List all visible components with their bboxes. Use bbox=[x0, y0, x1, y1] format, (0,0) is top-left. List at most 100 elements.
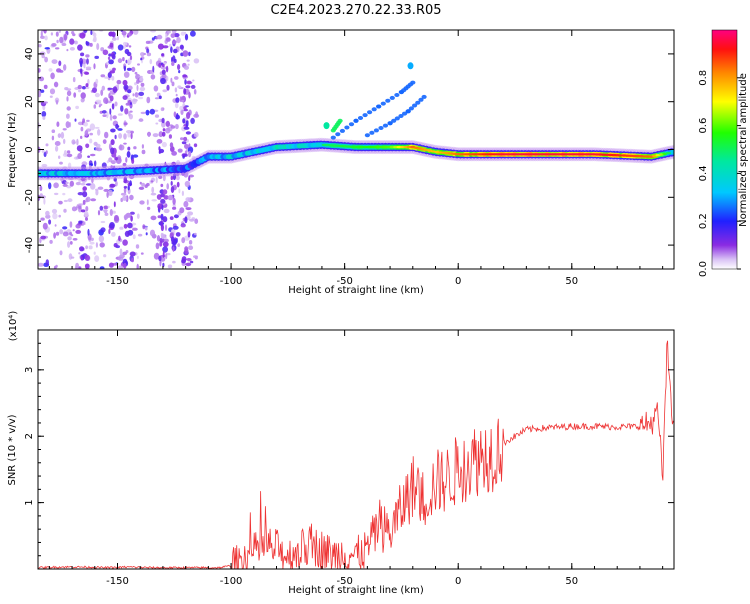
noise-speck bbox=[83, 211, 89, 217]
noise-speck bbox=[116, 79, 122, 85]
noise-speck bbox=[43, 198, 46, 205]
noise-speck bbox=[189, 260, 194, 264]
noise-speck bbox=[120, 192, 127, 196]
noise-streak-speck bbox=[109, 42, 114, 48]
noise-streak-speck bbox=[183, 136, 188, 142]
noise-streak-speck bbox=[171, 81, 175, 87]
noise-speck bbox=[127, 85, 133, 91]
noise-speck bbox=[48, 182, 52, 190]
noise-speck bbox=[40, 35, 45, 39]
noise-speck bbox=[141, 144, 144, 149]
x-tick-label: 0 bbox=[455, 276, 461, 287]
noise-streak-speck bbox=[163, 195, 169, 200]
noise-speck bbox=[75, 229, 82, 234]
noise-streak-speck bbox=[108, 59, 114, 65]
noise-streak-speck bbox=[111, 53, 116, 60]
noise-speck bbox=[95, 78, 99, 84]
noise-speck bbox=[58, 200, 63, 205]
noise-speck bbox=[125, 157, 128, 163]
noise-speck bbox=[103, 254, 107, 258]
noise-streak-speck bbox=[181, 237, 186, 244]
noise-speck bbox=[109, 114, 113, 121]
snr-y-axis-label: SNR (10 * v/v) bbox=[7, 414, 18, 485]
noise-streak-speck bbox=[173, 48, 178, 54]
noise-speck bbox=[59, 70, 64, 73]
noise-speck bbox=[179, 105, 184, 111]
noise-streak-speck bbox=[110, 128, 116, 133]
noise-speck bbox=[83, 30, 88, 33]
branch-blob bbox=[394, 93, 400, 97]
noise-speck bbox=[175, 175, 180, 181]
noise-streak-speck bbox=[109, 95, 114, 102]
noise-streak-speck bbox=[176, 113, 179, 120]
noise-speck bbox=[66, 88, 72, 91]
noise-speck bbox=[55, 264, 58, 268]
noise-streak-speck bbox=[130, 130, 134, 134]
noise-streak-speck bbox=[158, 150, 161, 154]
noise-speck bbox=[175, 123, 179, 130]
noise-speck bbox=[54, 192, 59, 196]
noise-speck bbox=[86, 58, 89, 65]
noise-streak-speck bbox=[170, 33, 176, 38]
noise-streak-speck bbox=[180, 224, 186, 228]
branch-blob bbox=[410, 80, 416, 85]
noise-streak-speck bbox=[157, 215, 162, 219]
noise-streak-speck bbox=[162, 251, 165, 258]
noise-streak-speck bbox=[129, 55, 133, 61]
noise-speck bbox=[85, 86, 90, 89]
noise-speck bbox=[166, 183, 169, 190]
noise-streak-speck bbox=[182, 155, 185, 159]
noise-speck bbox=[119, 226, 124, 230]
noise-speck bbox=[117, 44, 124, 51]
noise-speck bbox=[122, 251, 128, 256]
noise-speck bbox=[90, 30, 93, 35]
noise-speck bbox=[75, 262, 79, 269]
noise-speck bbox=[180, 109, 184, 115]
noise-streak-speck bbox=[188, 91, 191, 99]
noise-speck bbox=[153, 252, 160, 260]
noise-speck bbox=[41, 163, 48, 168]
noise-speck bbox=[60, 131, 65, 139]
branch-blob bbox=[330, 135, 336, 140]
noise-speck bbox=[38, 76, 45, 82]
noise-streak-speck bbox=[182, 50, 189, 57]
noise-streak-speck bbox=[84, 263, 90, 269]
noise-streak-speck bbox=[77, 153, 83, 159]
noise-speck bbox=[55, 145, 59, 152]
noise-streak-speck bbox=[122, 79, 128, 86]
noise-streak-speck bbox=[163, 238, 169, 243]
noise-speck bbox=[97, 186, 104, 190]
ridge-peak bbox=[665, 151, 671, 155]
noise-speck bbox=[49, 88, 56, 95]
noise-speck bbox=[99, 242, 105, 248]
noise-speck bbox=[63, 150, 67, 156]
noise-speck bbox=[108, 189, 113, 196]
noise-speck bbox=[117, 58, 123, 64]
noise-speck bbox=[128, 111, 131, 117]
noise-streak-speck bbox=[85, 40, 88, 45]
noise-streak-speck bbox=[160, 183, 164, 188]
noise-speck bbox=[165, 37, 171, 42]
noise-speck bbox=[141, 182, 146, 187]
noise-speck bbox=[65, 121, 70, 129]
noise-speck bbox=[89, 138, 93, 144]
noise-speck bbox=[89, 123, 96, 131]
noise-speck bbox=[106, 111, 109, 119]
noise-streak-speck bbox=[171, 40, 177, 45]
noise-streak-speck bbox=[161, 63, 165, 68]
noise-speck bbox=[123, 41, 128, 46]
noise-streak-speck bbox=[82, 186, 87, 191]
noise-speck bbox=[193, 143, 198, 148]
noise-streak-speck bbox=[183, 88, 187, 95]
noise-streak-speck bbox=[85, 54, 90, 58]
branch-blob bbox=[418, 97, 424, 102]
noise-speck bbox=[40, 235, 46, 240]
noise-streak-speck bbox=[123, 214, 129, 220]
noise-streak-speck bbox=[111, 103, 115, 110]
noise-speck bbox=[193, 131, 199, 138]
branch-blob bbox=[389, 95, 395, 100]
y-tick-label: 40 bbox=[24, 48, 35, 61]
noise-speck bbox=[55, 231, 60, 236]
noise-streak-speck bbox=[169, 216, 174, 221]
